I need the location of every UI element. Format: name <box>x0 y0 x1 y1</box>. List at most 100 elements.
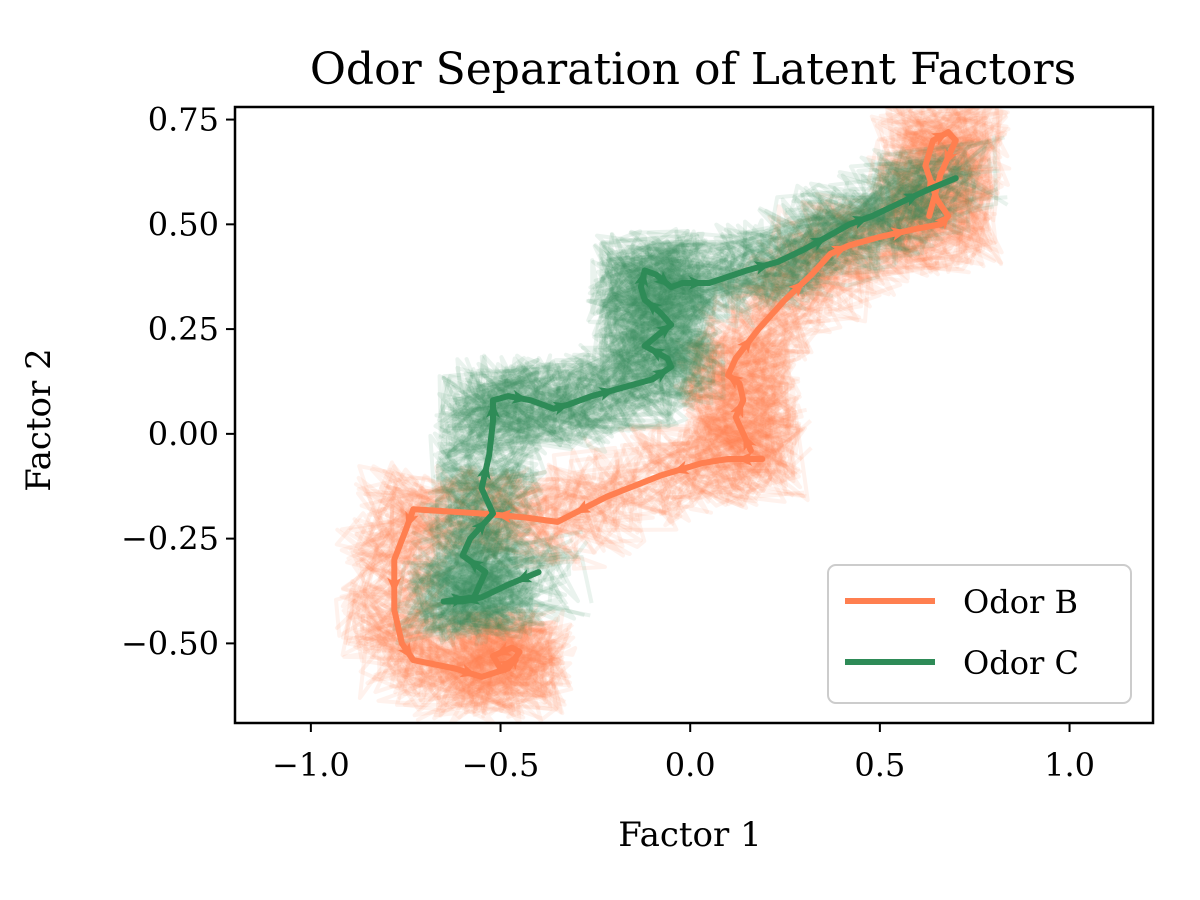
odor-c-direction-arrow <box>634 270 649 288</box>
y-tick-label: 0.00 <box>148 415 219 453</box>
odor-c-trial-trace <box>425 141 965 633</box>
odor-c-direction-arrow <box>688 276 705 290</box>
odor-b-direction-arrow <box>737 336 753 354</box>
odor-b-trial-trace <box>680 107 1000 476</box>
odor-c-direction-arrow <box>655 323 673 339</box>
odor-b-trial-trace <box>685 107 1009 463</box>
y-axis: −0.50 −0.25 0.00 0.25 0.50 0.75 <box>121 101 235 662</box>
odor-c-direction-arrow <box>851 215 870 230</box>
odor-c-trial-trace <box>399 163 969 637</box>
odor-b-trial-trace <box>682 113 1007 485</box>
odor-b-trial-trace <box>683 107 1003 490</box>
odor-b-trial-trace <box>349 427 783 711</box>
odor-c-direction-arrow <box>648 347 666 362</box>
odor-b-direction-arrow <box>405 510 419 529</box>
odor-b-trial-trace <box>679 107 1012 465</box>
x-tick-label: 1.0 <box>1044 746 1095 784</box>
odor-b-trial-trace <box>367 411 813 716</box>
odor-b-trial-trace <box>683 107 1004 498</box>
odor-b-direction-arrow <box>494 642 512 656</box>
odor-b-direction-arrow <box>743 434 757 452</box>
odor-c-direction-arrow <box>652 368 670 383</box>
odor-c-trial-trace <box>419 156 964 636</box>
odor-c-direction-arrow <box>653 271 671 287</box>
odor-b-trial-trace <box>354 430 758 713</box>
odor-b-trial-trace <box>341 427 789 721</box>
odor-c-direction-arrow <box>552 401 570 416</box>
odor-b-trial-trace <box>674 107 1004 467</box>
odor-b-direction-arrow <box>726 374 744 390</box>
odor-b-trial-trace <box>681 107 979 483</box>
legend-label-odor-b: Odor B <box>963 583 1078 621</box>
odor-b-direction-arrow <box>890 227 908 242</box>
odor-c-trial-trace <box>410 148 995 626</box>
odor-b-direction-arrow <box>730 400 744 418</box>
odor-b-trial-trace <box>678 107 990 460</box>
odor-c-direction-arrow <box>511 390 529 404</box>
odor-b-trial-trace <box>346 419 807 723</box>
odor-b-trial-trace <box>364 412 804 723</box>
y-tick-label: −0.25 <box>121 520 219 558</box>
x-tick-label: 0.5 <box>854 746 905 784</box>
y-tick-label: 0.50 <box>148 205 219 243</box>
odor-b-trial-trace <box>339 414 789 697</box>
odor-b-trial-trace <box>672 110 1003 476</box>
odor-b-trial-trace <box>668 111 1011 497</box>
odor-b-trial-trace <box>350 427 803 716</box>
plot-frame <box>233 105 1155 725</box>
odor-b-direction-arrow <box>788 281 805 298</box>
chart-title: Odor Separation of Latent Factors <box>310 44 1076 95</box>
odor-b-trial-trace <box>339 420 805 715</box>
odor-b-direction-arrow <box>498 659 516 674</box>
odor-c-trial-trace <box>422 157 994 635</box>
x-tick-label: −0.5 <box>462 746 540 784</box>
odor-c-direction-arrow <box>450 593 468 608</box>
odor-c-direction-arrow <box>477 462 491 480</box>
odor-b-trial-trace <box>673 107 1001 470</box>
legend: Odor B Odor C <box>827 564 1132 704</box>
odor-c-direction-arrow <box>471 519 488 536</box>
odor-b-direction-arrow <box>397 642 413 660</box>
odor-c-trial-trace <box>412 138 989 645</box>
odor-b-direction-arrow <box>387 577 402 594</box>
odor-c-direction-arrow <box>809 236 828 251</box>
odor-c-trial-trace <box>432 142 994 637</box>
mean-trajectories <box>387 129 959 680</box>
odor-c-trial-trace <box>406 141 963 642</box>
odor-b-trial-trace <box>686 107 1007 471</box>
odor-c-trial-trace <box>422 167 977 630</box>
odor-b-trial-trace <box>351 411 766 721</box>
x-tick-label: 0.0 <box>665 746 716 784</box>
odor-b-direction-arrow <box>931 131 949 146</box>
y-tick-label: 0.25 <box>148 310 219 348</box>
odor-b-direction-arrow <box>459 663 477 678</box>
x-axis: −1.0 −0.5 0.0 0.5 1.0 <box>272 723 1095 784</box>
odor-c-direction-arrow <box>598 387 616 401</box>
odor-b-trial-trace <box>354 417 774 720</box>
odor-b-trial-trace <box>339 435 813 707</box>
odor-b-trial-trace <box>334 428 779 716</box>
odor-b-trial-trace <box>341 422 786 720</box>
odor-b-trial-trace <box>703 107 1004 474</box>
odor-c-trial-trace <box>395 160 1000 645</box>
odor-c-direction-arrow <box>753 261 771 275</box>
odor-c-mean-line <box>440 175 959 605</box>
odor-b-trial-trace <box>683 107 993 468</box>
odor-b-direction-arrow <box>934 213 951 230</box>
odor-b-direction-arrow <box>495 509 512 524</box>
x-axis-label: Factor 1 <box>618 815 761 855</box>
odor-b-trial-trace <box>679 107 1008 484</box>
odor-b-trial-trace <box>684 122 997 499</box>
odor-c-trial-trace <box>431 139 991 645</box>
odor-c-direction-arrow <box>486 401 500 418</box>
odor-c-direction-arrow <box>466 558 484 574</box>
odor-b-trial-trace <box>684 115 994 494</box>
odor-b-trial-trace <box>684 107 993 456</box>
odor-c-direction-arrow <box>645 300 663 316</box>
odor-b-direction-arrow <box>736 452 753 466</box>
x-tick-label: −1.0 <box>272 746 350 784</box>
odor-b-trial-trace <box>690 124 993 485</box>
odor-b-direction-arrow <box>830 245 849 259</box>
odor-b-direction-arrow <box>672 460 690 475</box>
odor-c-direction-arrow <box>514 569 533 583</box>
